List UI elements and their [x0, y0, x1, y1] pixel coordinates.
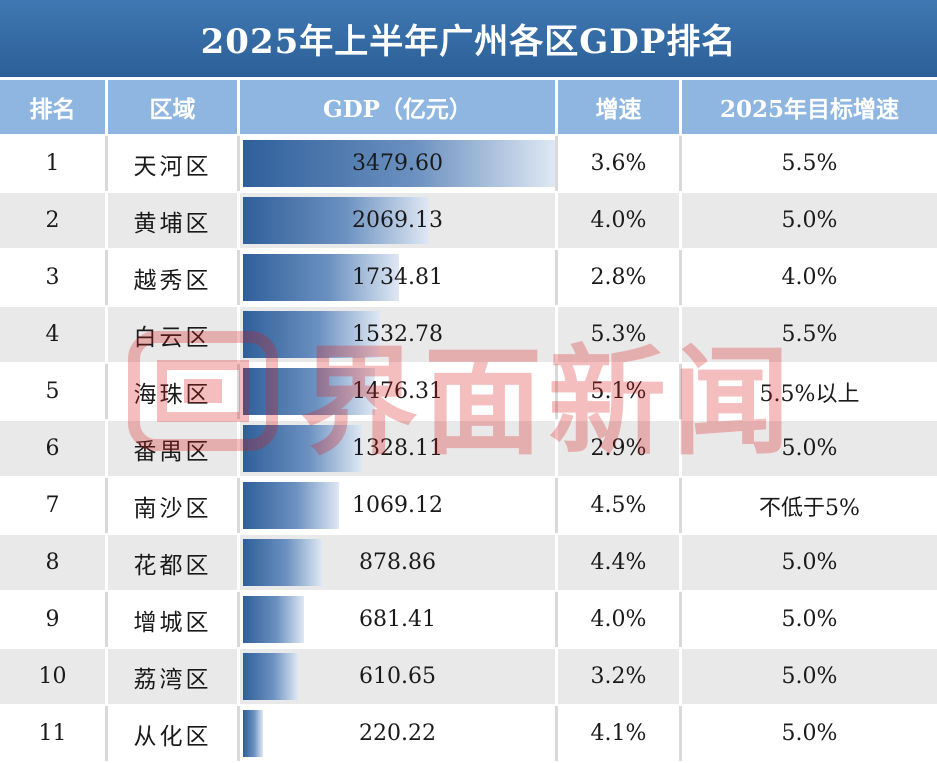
target-rate-cell: 5.5%: [781, 322, 838, 347]
growth-rate-cell: 4.5%: [558, 478, 682, 533]
table-row: 7 南沙区 1069.12 4.5% 不低于5%: [0, 478, 937, 535]
area-cell: 黄埔区: [108, 193, 240, 248]
table-row: 11 从化区 220.22 4.1% 5.0%: [0, 706, 937, 763]
table-row: 1 天河区 3479.60 3.6% 5.5%: [0, 136, 937, 193]
growth-rate-cell: 3.2%: [558, 649, 682, 704]
area-cell: 番禺区: [108, 421, 240, 476]
gdp-bar: [243, 482, 339, 529]
gdp-value: 1476.31: [352, 379, 443, 404]
rank-cell: 3: [0, 250, 108, 305]
table-body: 1 天河区 3479.60 3.6% 5.5% 2 黄埔区 2069.13 4.0% 5.0% 3 越…: [0, 136, 937, 763]
growth-rate-cell: 3.6%: [558, 136, 682, 191]
target-rate-cell: 5.5%以上: [759, 381, 860, 407]
table-row: 6 番禺区 1328.11 2.9% 5.0%: [0, 421, 937, 478]
target-rate-cell: 5.0%: [781, 607, 838, 632]
table-row: 8 花都区 878.86 4.4% 5.0%: [0, 535, 937, 592]
target-rate-cell: 4.0%: [781, 265, 838, 290]
gdp-bar: [243, 140, 555, 187]
gdp-cell: 220.22: [240, 706, 558, 761]
gdp-value: 610.65: [359, 664, 436, 689]
table-row: 2 黄埔区 2069.13 4.0% 5.0%: [0, 193, 937, 250]
gdp-cell: 3479.60: [240, 136, 558, 191]
gdp-value: 878.86: [359, 550, 436, 575]
gdp-value: 220.22: [359, 721, 436, 746]
growth-rate-cell: 5.1%: [558, 364, 682, 419]
rank-cell: 10: [0, 649, 108, 704]
gdp-bar: [243, 710, 263, 757]
target-rate-cell: 5.0%: [781, 436, 838, 461]
area-cell: 从化区: [108, 706, 240, 761]
area-cell: 越秀区: [108, 250, 240, 305]
gdp-value: 1734.81: [352, 265, 443, 290]
target-rate-cell: 5.0%: [781, 550, 838, 575]
header-area: 区域: [108, 80, 240, 134]
table-row: 9 增城区 681.41 4.0% 5.0%: [0, 592, 937, 649]
page-title: 2025年上半年广州各区GDP排名: [0, 0, 937, 77]
header-gdp: GDP（亿元）: [240, 80, 558, 134]
gdp-cell: 1328.11: [240, 421, 558, 476]
area-cell: 天河区: [108, 136, 240, 191]
gdp-cell: 1476.31: [240, 364, 558, 419]
gdp-value: 2069.13: [352, 208, 443, 233]
area-cell: 花都区: [108, 535, 240, 590]
rank-cell: 9: [0, 592, 108, 647]
header-goal: 2025年目标增速: [719, 96, 899, 123]
header-rank: 排名: [0, 80, 108, 134]
gdp-cell: 2069.13: [240, 193, 558, 248]
gdp-value: 1328.11: [352, 436, 443, 461]
gdp-value: 681.41: [359, 607, 436, 632]
gdp-cell: 1069.12: [240, 478, 558, 533]
gdp-bar: [243, 653, 298, 700]
rank-cell: 7: [0, 478, 108, 533]
area-cell: 南沙区: [108, 478, 240, 533]
gdp-value: 1069.12: [352, 493, 443, 518]
gdp-value: 1532.78: [352, 322, 443, 347]
area-cell: 海珠区: [108, 364, 240, 419]
rank-cell: 6: [0, 421, 108, 476]
table-row: 3 越秀区 1734.81 2.8% 4.0%: [0, 250, 937, 307]
gdp-bar: [243, 425, 362, 472]
gdp-bar: [243, 368, 375, 415]
gdp-cell: 610.65: [240, 649, 558, 704]
gdp-value: 3479.60: [352, 151, 443, 176]
gdp-cell: 681.41: [240, 592, 558, 647]
growth-rate-cell: 4.1%: [558, 706, 682, 761]
area-cell: 增城区: [108, 592, 240, 647]
rank-cell: 11: [0, 706, 108, 761]
target-rate-cell: 5.0%: [781, 721, 838, 746]
growth-rate-cell: 5.3%: [558, 307, 682, 362]
gdp-cell: 878.86: [240, 535, 558, 590]
gdp-bar: [243, 596, 304, 643]
rank-cell: 8: [0, 535, 108, 590]
table-header: 排名 区域 GDP（亿元） 增速 2025年目标增速: [0, 80, 937, 134]
gdp-cell: 1532.78: [240, 307, 558, 362]
table-row: 4 白云区 1532.78 5.3% 5.5%: [0, 307, 937, 364]
table-row: 5 海珠区 1476.31 5.1% 5.5%以上: [0, 364, 937, 421]
table-row: 10 荔湾区 610.65 3.2% 5.0%: [0, 649, 937, 706]
growth-rate-cell: 4.0%: [558, 193, 682, 248]
rank-cell: 4: [0, 307, 108, 362]
gdp-bar: [243, 539, 322, 586]
rank-cell: 5: [0, 364, 108, 419]
growth-rate-cell: 2.9%: [558, 421, 682, 476]
growth-rate-cell: 4.4%: [558, 535, 682, 590]
area-cell: 荔湾区: [108, 649, 240, 704]
gdp-bar: [243, 311, 380, 358]
gdp-cell: 1734.81: [240, 250, 558, 305]
growth-rate-cell: 4.0%: [558, 592, 682, 647]
area-cell: 白云区: [108, 307, 240, 362]
target-rate-cell: 5.0%: [781, 664, 838, 689]
growth-rate-cell: 2.8%: [558, 250, 682, 305]
header-rate: 增速: [558, 80, 682, 134]
rank-cell: 1: [0, 136, 108, 191]
target-rate-cell: 5.5%: [781, 151, 838, 176]
rank-cell: 2: [0, 193, 108, 248]
target-rate-cell: 5.0%: [781, 208, 838, 233]
gdp-bar: [243, 197, 429, 244]
gdp-bar: [243, 254, 399, 301]
target-rate-cell: 不低于5%: [759, 495, 860, 521]
